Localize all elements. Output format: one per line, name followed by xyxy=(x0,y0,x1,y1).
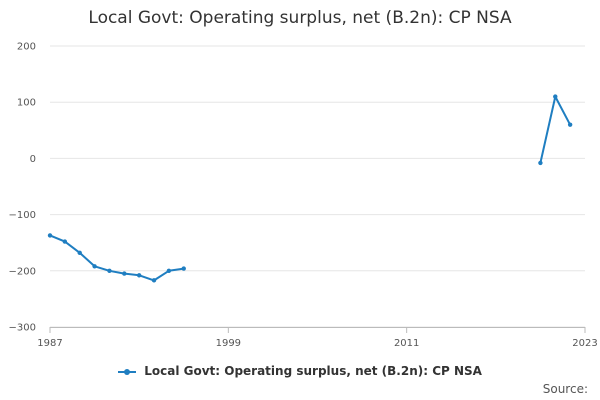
data-point xyxy=(166,268,172,273)
x-tick-label: 2023 xyxy=(572,338,597,349)
grid-layer xyxy=(50,45,585,328)
data-point xyxy=(136,273,142,278)
data-point xyxy=(92,264,97,269)
x-tick-label: 1987 xyxy=(37,338,62,349)
y-tick-label: 200 xyxy=(17,42,36,53)
y-tick-label: −100 xyxy=(9,210,36,221)
data-point xyxy=(538,160,543,166)
data-point xyxy=(47,233,53,238)
y-tick-label: −200 xyxy=(9,266,36,277)
data-point xyxy=(77,250,82,256)
y-tick-label: −300 xyxy=(9,323,36,334)
data-point xyxy=(181,266,186,271)
data-point xyxy=(62,239,68,244)
data-point xyxy=(567,122,573,127)
data-point xyxy=(553,94,558,99)
chart-title: Local Govt: Operating surplus, net (B.2n… xyxy=(88,8,512,28)
data-point xyxy=(107,268,112,273)
legend-marker-icon xyxy=(118,367,137,377)
legend[interactable]: Local Govt: Operating surplus, net (B.2n… xyxy=(0,364,600,378)
y-tick-label: 100 xyxy=(17,98,36,109)
series-line xyxy=(49,234,184,282)
data-point xyxy=(151,278,157,283)
data-point xyxy=(122,271,127,276)
source-label: Source: xyxy=(542,382,588,396)
x-tick-label: 1999 xyxy=(216,338,241,349)
series-layer xyxy=(47,94,573,283)
x-tick-label: 2011 xyxy=(394,338,419,349)
series-line xyxy=(539,95,571,164)
y-tick-label: 0 xyxy=(30,154,36,165)
legend-label: Local Govt: Operating surplus, net (B.2n… xyxy=(144,364,482,378)
